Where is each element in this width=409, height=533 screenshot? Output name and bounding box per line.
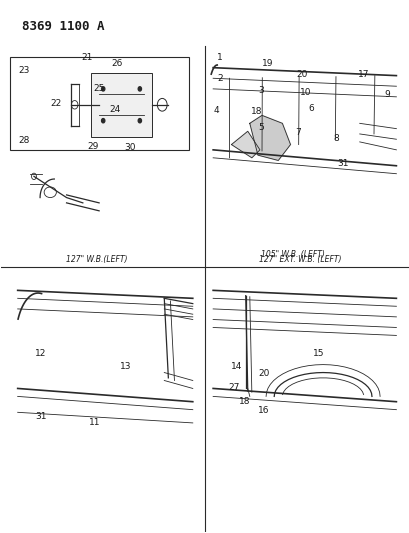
Text: 127" W.B.(LEFT): 127" W.B.(LEFT) — [66, 255, 128, 264]
Text: 27: 27 — [228, 383, 239, 392]
Text: 16: 16 — [258, 406, 269, 415]
Text: 30: 30 — [124, 143, 135, 152]
Text: 28: 28 — [18, 136, 29, 146]
Text: 18: 18 — [238, 397, 250, 406]
Text: 23: 23 — [18, 66, 29, 75]
Text: 7: 7 — [294, 128, 300, 138]
Text: 11: 11 — [88, 418, 100, 427]
Circle shape — [101, 118, 105, 123]
Text: 25: 25 — [93, 84, 105, 93]
Polygon shape — [249, 115, 290, 160]
Text: 13: 13 — [119, 362, 131, 370]
Text: 20: 20 — [296, 70, 307, 79]
Circle shape — [138, 87, 141, 91]
Text: 127" EXT. W.B. (LEFT): 127" EXT. W.B. (LEFT) — [259, 255, 341, 264]
Bar — [91, 73, 152, 136]
Text: 9: 9 — [384, 90, 389, 99]
Text: 24: 24 — [110, 105, 121, 114]
Text: 22: 22 — [51, 99, 62, 108]
Text: 20: 20 — [258, 369, 269, 378]
Circle shape — [138, 118, 141, 123]
Text: 8369 1100 A: 8369 1100 A — [22, 20, 104, 33]
Text: 18: 18 — [251, 107, 262, 116]
Text: 1: 1 — [216, 53, 222, 62]
Text: 29: 29 — [87, 142, 99, 151]
Text: 4: 4 — [213, 106, 219, 115]
Text: 26: 26 — [112, 60, 123, 68]
Text: 31: 31 — [336, 159, 348, 167]
Text: 19: 19 — [261, 59, 272, 68]
Text: 12: 12 — [35, 350, 47, 359]
Text: 105" W.B. (LEFT): 105" W.B. (LEFT) — [260, 250, 324, 259]
Text: 3: 3 — [258, 86, 263, 95]
Bar — [9, 57, 188, 150]
Polygon shape — [231, 131, 259, 158]
Circle shape — [101, 87, 105, 91]
Text: 10: 10 — [299, 88, 311, 97]
Text: 14: 14 — [231, 362, 242, 370]
Text: 8: 8 — [333, 134, 338, 143]
Text: 2: 2 — [217, 74, 223, 83]
Text: 6: 6 — [308, 104, 314, 113]
Text: 17: 17 — [357, 70, 369, 79]
Text: 5: 5 — [258, 123, 263, 132]
Text: 15: 15 — [312, 350, 323, 359]
Text: 21: 21 — [81, 53, 92, 62]
Text: 31: 31 — [36, 411, 47, 421]
